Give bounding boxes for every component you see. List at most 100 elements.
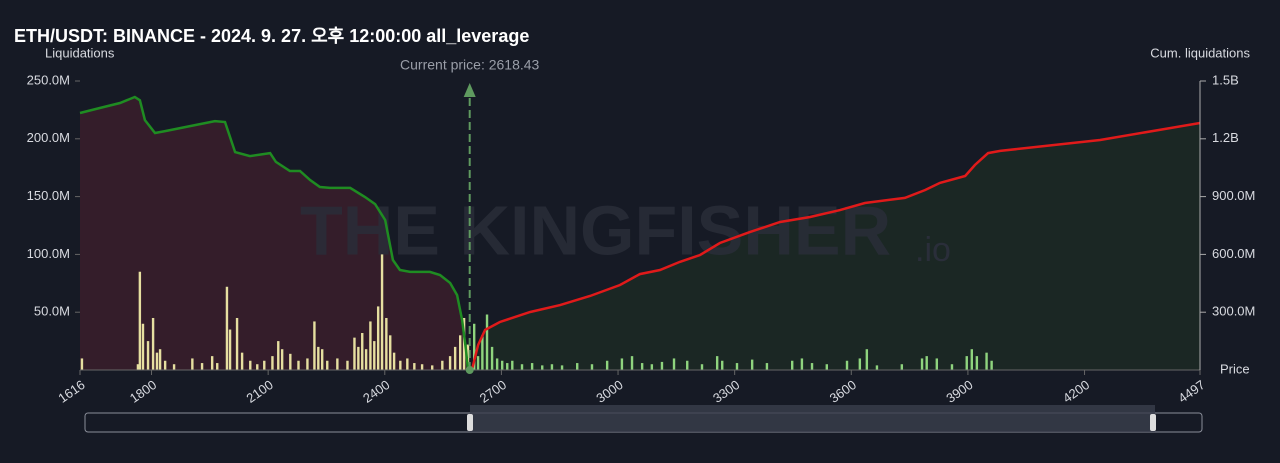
bar <box>511 360 514 370</box>
x-tick-label: 4497 <box>1175 377 1207 406</box>
bar <box>453 346 457 370</box>
cumulative-line <box>79 95 470 371</box>
bar <box>541 365 544 370</box>
chart-title: ETH/USDT: BINANCE - 2024. 9. 27. 오후 12:0… <box>14 26 529 46</box>
y2-axis-label: Cum. liquidations <box>1150 45 1250 60</box>
y2-tick-label: 1.5B <box>1212 72 1239 87</box>
bar <box>361 333 364 370</box>
y2-tick-label: 900.0M <box>1212 188 1255 203</box>
bar <box>146 341 150 370</box>
bar <box>965 356 968 370</box>
y2-tick-label: 600.0M <box>1212 246 1255 261</box>
bar <box>280 349 284 370</box>
y-tick-label: 250.0M <box>27 72 70 87</box>
bar <box>790 360 794 370</box>
y-tick-label: 150.0M <box>27 188 70 203</box>
range-handle-right[interactable] <box>1150 414 1156 431</box>
bar <box>263 360 266 370</box>
bar <box>271 356 274 370</box>
bar <box>650 364 654 370</box>
bar <box>336 358 339 370</box>
bar <box>431 365 434 370</box>
bar <box>420 364 424 370</box>
bar <box>800 358 804 370</box>
bar <box>970 349 974 370</box>
bar <box>200 363 204 370</box>
watermark: THE KINGFISHER <box>300 191 891 269</box>
x-tick-label: 2400 <box>360 377 392 406</box>
bar <box>406 358 409 370</box>
bar <box>990 360 993 370</box>
x-tick-label: 2100 <box>244 377 276 406</box>
bar <box>235 317 239 370</box>
bar <box>660 361 664 370</box>
x-tick-label: 3900 <box>943 377 975 406</box>
bar <box>216 363 219 370</box>
bar <box>249 360 252 370</box>
cumulative-line <box>470 121 1201 371</box>
bar <box>715 356 719 370</box>
bar <box>735 363 739 370</box>
bar <box>605 360 609 370</box>
bar <box>700 364 704 370</box>
bar <box>845 360 849 370</box>
y-tick-label: 50.0M <box>34 304 70 319</box>
bar <box>151 317 155 370</box>
bar <box>373 341 376 370</box>
bar <box>320 349 324 370</box>
bar <box>950 364 954 370</box>
range-handle-left[interactable] <box>467 414 473 431</box>
bar <box>80 358 84 370</box>
bar <box>459 335 462 370</box>
range-selection[interactable] <box>470 405 1155 432</box>
area-fill <box>471 123 1200 370</box>
x-tick-label: 1616 <box>55 377 87 406</box>
bar <box>289 353 292 370</box>
x-axis-label: Price <box>1220 361 1250 376</box>
x-tick-label: 3000 <box>593 377 625 406</box>
bar <box>500 360 504 370</box>
bar <box>441 360 444 370</box>
bar <box>506 363 509 370</box>
bar <box>155 352 159 370</box>
bar <box>935 358 939 370</box>
bar <box>810 363 814 370</box>
bar <box>590 364 594 370</box>
bar <box>191 358 194 370</box>
bar <box>825 364 828 370</box>
bar <box>721 360 724 370</box>
bar <box>920 358 924 370</box>
bar <box>306 358 309 370</box>
y-axis-label: Liquidations <box>45 45 115 60</box>
bar <box>413 363 416 370</box>
bar <box>900 364 904 370</box>
y2-tick-label: 300.0M <box>1212 304 1255 319</box>
bar <box>210 356 214 370</box>
bar <box>256 364 259 370</box>
bar <box>240 352 244 370</box>
bar <box>380 254 384 370</box>
bar <box>277 341 280 370</box>
bar <box>364 349 368 370</box>
y-tick-label: 200.0M <box>27 130 70 145</box>
bar <box>640 363 644 370</box>
bar <box>163 360 167 370</box>
bar <box>985 352 988 370</box>
bar <box>576 363 579 370</box>
bar <box>357 346 360 370</box>
x-tick-label: 3300 <box>710 377 742 406</box>
bar <box>865 349 869 370</box>
bar <box>392 352 396 370</box>
bar <box>225 286 229 370</box>
watermark-suffix: .io <box>915 231 951 269</box>
bar <box>481 335 484 370</box>
bar <box>925 356 928 370</box>
area-fill <box>80 97 468 370</box>
bar <box>520 364 524 370</box>
bar <box>136 364 140 370</box>
bar <box>530 363 534 370</box>
bar <box>346 360 349 370</box>
x-tick-label: 2700 <box>477 377 509 406</box>
bar <box>750 359 754 370</box>
